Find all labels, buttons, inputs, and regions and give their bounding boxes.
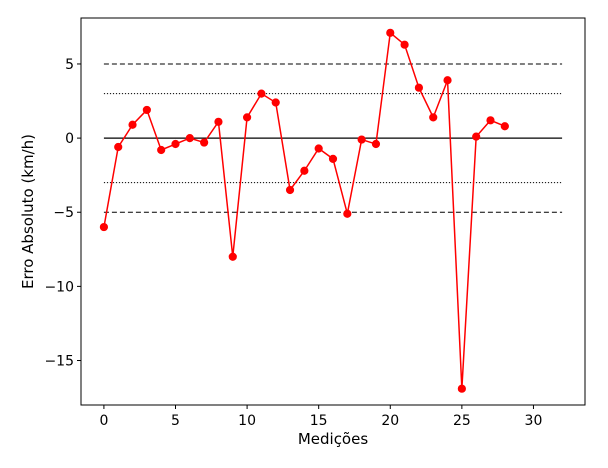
- data-point: [285, 185, 295, 195]
- data-point: [386, 28, 395, 37]
- y-tick-label: −10: [44, 279, 74, 295]
- y-tick-label: −5: [53, 205, 74, 221]
- x-tick-label: 30: [525, 413, 543, 429]
- y-axis-ticks: 5 0 −5 −10 −15: [44, 57, 81, 370]
- x-tick-label: 5: [171, 413, 180, 429]
- data-point: [371, 139, 381, 149]
- data-point: [357, 135, 366, 144]
- data-point: [114, 142, 123, 152]
- x-tick-label: 20: [381, 413, 399, 429]
- data-point: [414, 83, 424, 92]
- data-point: [200, 138, 209, 147]
- data-point: [142, 105, 151, 115]
- series-layer: [99, 28, 509, 393]
- data-point: [343, 209, 352, 218]
- data-point: [314, 144, 323, 153]
- data-point: [99, 222, 109, 232]
- series-line: [103, 31, 506, 389]
- x-tick-label: 15: [310, 413, 328, 429]
- data-point: [472, 132, 481, 141]
- data-point: [157, 145, 166, 155]
- data-point: [228, 252, 237, 261]
- x-tick-label: 25: [453, 413, 471, 429]
- data-point: [457, 384, 466, 393]
- reference-lines: [103, 63, 563, 213]
- data-point: [328, 154, 338, 163]
- data-point: [443, 76, 452, 85]
- x-axis-ticks: 0 5 10 15 20 25 30: [99, 405, 542, 429]
- data-point: [429, 113, 438, 122]
- y-tick-label: 0: [65, 131, 74, 147]
- y-tick-label: 5: [65, 57, 74, 73]
- data-point: [185, 134, 194, 143]
- data-point: [271, 98, 280, 107]
- y-tick-label: −15: [44, 354, 74, 370]
- data-point: [500, 122, 509, 131]
- plot-frame: [80, 17, 586, 406]
- data-point: [300, 166, 309, 175]
- x-tick-label: 0: [99, 413, 108, 429]
- data-point: [400, 40, 409, 49]
- data-point: [257, 89, 266, 98]
- data-point: [486, 116, 495, 125]
- data-point: [128, 120, 137, 129]
- data-point: [171, 139, 180, 149]
- x-tick-label: 10: [238, 413, 256, 429]
- x-axis-label: Medições: [298, 430, 369, 448]
- data-point: [242, 113, 252, 122]
- data-point: [214, 117, 223, 126]
- y-axis-label: Erro Absoluto (km/h): [19, 134, 37, 289]
